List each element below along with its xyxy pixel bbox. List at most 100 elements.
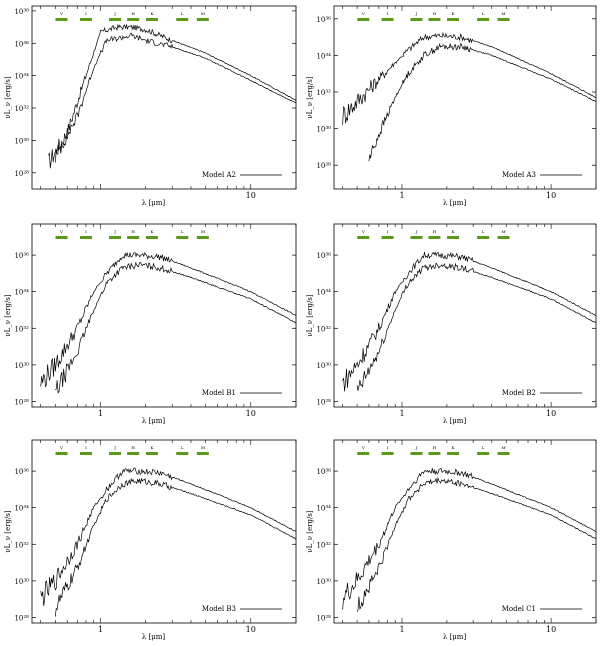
- band-bar-H: [428, 452, 441, 455]
- plot-frame: [333, 5, 597, 190]
- y-tick-label: 10³²: [316, 325, 331, 333]
- band-label-H: H: [131, 445, 135, 450]
- x-tick-label: 1: [98, 625, 103, 634]
- panel-5: 10²⁸ 10³⁰ 10³² 10³⁴ 10³⁶ 1 10 λ [μm] νL_ν [erg/s…: [4, 439, 297, 641]
- y-tick-label: 10³⁴: [316, 52, 331, 60]
- y-tick-label: 10³²: [316, 89, 331, 97]
- y-tick-label: 10³²: [14, 105, 29, 113]
- plot-frame: [31, 5, 297, 190]
- y-tick-label: 10³⁰: [316, 578, 331, 586]
- series-lower-line: [55, 261, 297, 394]
- band-label-V: V: [361, 229, 365, 234]
- band-label-M: M: [502, 11, 506, 16]
- band-label-V: V: [59, 229, 63, 234]
- band-label-I: I: [85, 11, 87, 16]
- band-label-I: I: [387, 445, 389, 450]
- panel-6: 10²⁸ 10³⁰ 10³² 10³⁴ 10³⁶ 1 10 λ [μm] νL_ν [erg/s…: [306, 439, 597, 641]
- band-label-H: H: [433, 445, 437, 450]
- band-label-I: I: [85, 445, 87, 450]
- band-bar-H: [127, 18, 140, 21]
- band-bar-I: [381, 18, 394, 21]
- band-label-L: L: [482, 11, 485, 16]
- band-bar-M: [497, 236, 510, 239]
- legend-label: Model A2: [202, 171, 236, 179]
- y-axis-label: νL_ν [erg/s]: [4, 294, 12, 337]
- band-bar-I: [79, 452, 92, 455]
- band-label-H: H: [131, 229, 135, 234]
- band-bar-M: [497, 18, 510, 21]
- band-label-J: J: [113, 229, 116, 234]
- band-bar-K: [145, 452, 158, 455]
- band-bar-L: [176, 452, 189, 455]
- band-label-I: I: [387, 229, 389, 234]
- band-bar-L: [477, 452, 490, 455]
- band-bar-V: [357, 236, 370, 239]
- plot-frame: [333, 223, 597, 408]
- y-tick-label: 10³⁸: [14, 8, 29, 16]
- series-lower-line: [356, 476, 597, 612]
- y-tick-label: 10³⁶: [14, 40, 29, 48]
- y-axis-label: νL_ν [erg/s]: [4, 510, 12, 553]
- series-upper-line: [342, 251, 597, 392]
- band-bar-J: [410, 236, 423, 239]
- band-bar-I: [79, 236, 92, 239]
- x-axis-label: λ [μm]: [142, 633, 166, 641]
- plot-frame: [31, 223, 297, 408]
- band-bar-K: [145, 18, 158, 21]
- panel-4: 10²⁸ 10³⁰ 10³² 10³⁴ 10³⁶ 1 10 λ [μm] νL_ν [erg/s…: [306, 223, 597, 425]
- band-bar-M: [497, 452, 510, 455]
- x-tick-label: 10: [246, 625, 256, 634]
- band-bar-K: [447, 18, 460, 21]
- x-tick-label: 1: [98, 409, 103, 418]
- band-bar-K: [447, 452, 460, 455]
- band-bar-J: [410, 452, 423, 455]
- y-tick-label: 10³⁰: [316, 362, 331, 370]
- y-tick-label: 10³⁶: [316, 252, 331, 260]
- band-label-L: L: [181, 445, 184, 450]
- y-tick-label: 10³⁴: [14, 505, 29, 513]
- band-bar-J: [109, 18, 122, 21]
- band-label-H: H: [433, 11, 437, 16]
- band-label-V: V: [59, 11, 63, 16]
- band-bar-K: [447, 236, 460, 239]
- band-bar-J: [109, 452, 122, 455]
- x-axis-label: λ [μm]: [443, 199, 467, 207]
- legend-label: Model B1: [202, 389, 236, 397]
- y-axis-label: νL_ν [erg/s]: [306, 294, 314, 337]
- panel-2: 10²⁸ 10³⁰ 10³² 10³⁴ 10³⁶ 1 10 λ [μm] νL_ν [erg/s…: [306, 5, 597, 207]
- x-tick-label: 10: [246, 191, 256, 200]
- band-label-L: L: [181, 229, 184, 234]
- band-label-V: V: [59, 445, 63, 450]
- y-tick-label: 10³⁴: [316, 289, 331, 297]
- plot-frame: [31, 439, 297, 624]
- x-tick-label: 10: [546, 625, 556, 634]
- y-tick-label: 10²⁸: [316, 614, 331, 622]
- legend-label: Model A3: [502, 171, 536, 179]
- x-tick-label: 10: [246, 409, 256, 418]
- y-tick-label: 10³⁴: [14, 73, 29, 81]
- y-tick-label: 10³⁰: [14, 362, 29, 370]
- band-bar-L: [477, 18, 490, 21]
- band-label-J: J: [415, 229, 418, 234]
- band-label-I: I: [387, 11, 389, 16]
- y-tick-label: 10³²: [14, 325, 29, 333]
- y-tick-label: 10³⁰: [316, 126, 331, 134]
- band-bar-V: [55, 18, 68, 21]
- series-lower-line: [54, 32, 297, 163]
- band-label-M: M: [201, 11, 205, 16]
- band-label-L: L: [482, 445, 485, 450]
- band-label-L: L: [482, 229, 485, 234]
- band-label-K: K: [150, 445, 154, 450]
- y-tick-label: 10³⁴: [14, 289, 29, 297]
- band-bar-V: [357, 18, 370, 21]
- band-label-J: J: [415, 11, 418, 16]
- x-axis-label: λ [μm]: [142, 199, 166, 207]
- series-upper-line: [342, 31, 597, 125]
- band-label-K: K: [150, 229, 154, 234]
- band-label-M: M: [201, 445, 205, 450]
- panel-1: 10²⁸ 10³⁰ 10³² 10³⁴ 10³⁶ 10³⁸ 10 λ [μm] νL_ν [er…: [4, 5, 297, 207]
- y-tick-label: 10²⁸: [14, 398, 29, 406]
- band-bar-H: [127, 236, 140, 239]
- y-tick-label: 10³²: [14, 541, 29, 549]
